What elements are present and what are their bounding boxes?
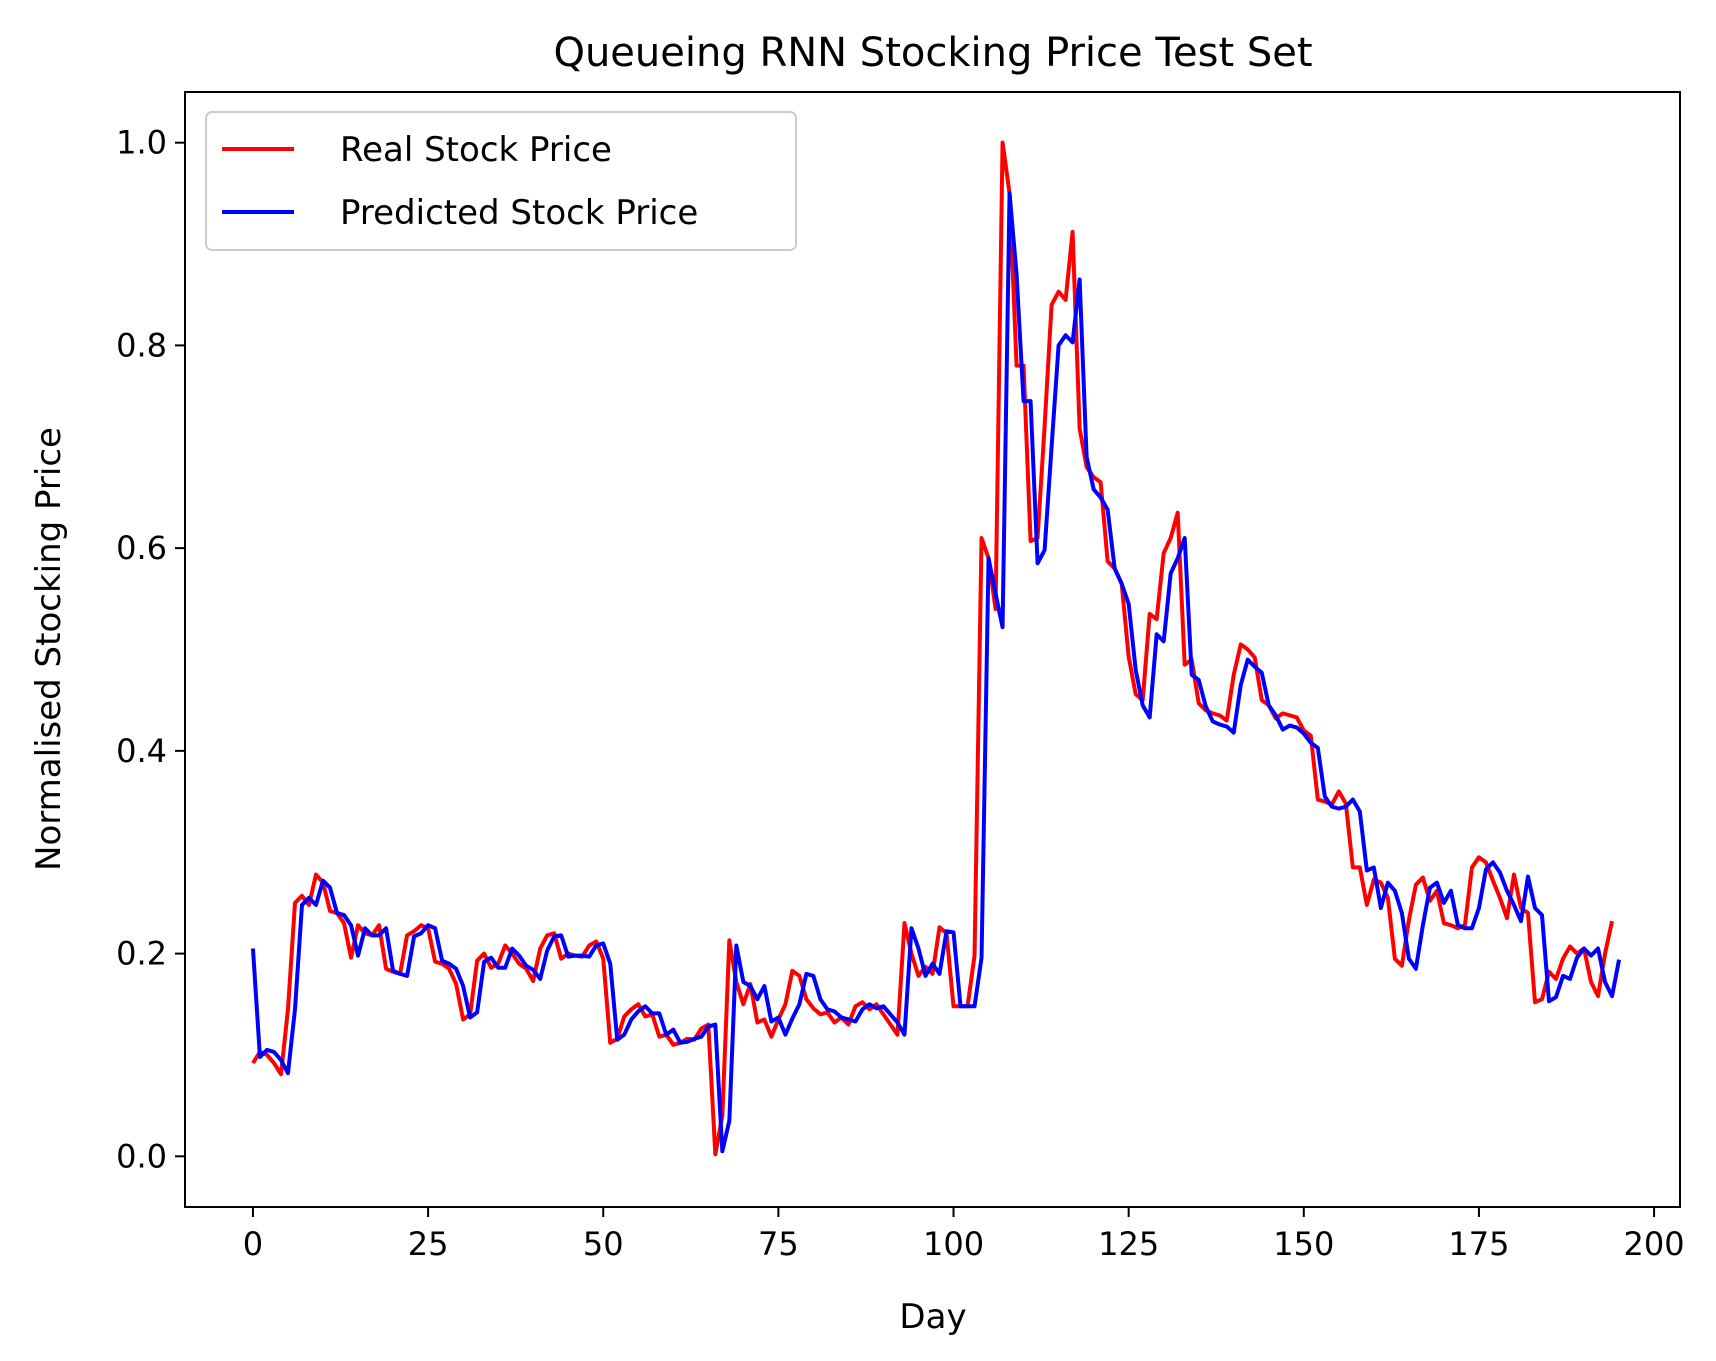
- x-tick-label: 175: [1448, 1225, 1509, 1263]
- plot-frame: [184, 91, 1681, 1208]
- x-tick-label: 50: [583, 1225, 624, 1263]
- y-tick-label: 0.0: [116, 1137, 167, 1175]
- legend: Real Stock Price Predicted Stock Price: [205, 111, 797, 251]
- x-tick-label: 0: [243, 1225, 263, 1263]
- legend-box: [205, 111, 797, 251]
- y-tick-label: 0.8: [116, 326, 167, 364]
- y-tick-label: 0.6: [116, 529, 167, 567]
- x-tick-label: 100: [923, 1225, 984, 1263]
- x-tick-label: 25: [408, 1225, 449, 1263]
- x-axis-label: Day: [899, 1297, 966, 1337]
- y-tick-label: 1.0: [116, 124, 167, 162]
- y-tick-label: 0.2: [116, 935, 167, 973]
- y-axis-label: Normalised Stocking Price: [29, 427, 69, 871]
- legend-label-predicted: Predicted Stock Price: [340, 193, 698, 233]
- x-tick-label: 200: [1624, 1225, 1685, 1263]
- y-axis-ticks: 0.0 0.2 0.4 0.6 0.8 1.0: [116, 124, 185, 1175]
- series-line-predicted: [250, 191, 1622, 1154]
- x-tick-label: 150: [1273, 1225, 1334, 1263]
- x-tick-label: 75: [758, 1225, 799, 1263]
- x-axis-ticks: 0 25 50 75 100 125 150 175 200: [243, 1207, 1685, 1263]
- y-tick-label: 0.4: [116, 732, 167, 770]
- x-tick-label: 125: [1098, 1225, 1159, 1263]
- plot-lines: [250, 140, 1622, 1157]
- legend-label-real: Real Stock Price: [340, 130, 612, 170]
- chart-title: Queueing RNN Stocking Price Test Set: [553, 30, 1312, 76]
